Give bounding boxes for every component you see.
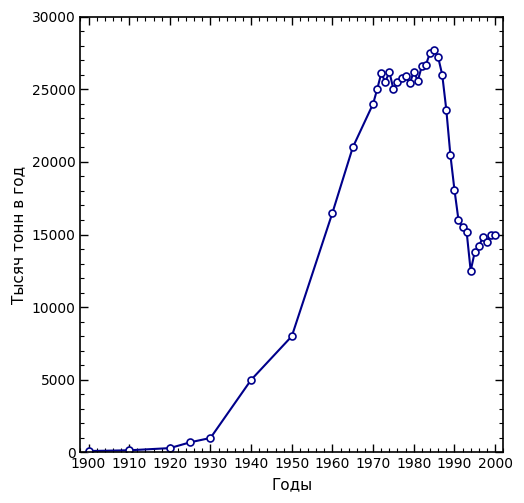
X-axis label: Годы: Годы [271,477,312,492]
Y-axis label: Тысяч тонн в год: Тысяч тонн в год [11,165,26,304]
